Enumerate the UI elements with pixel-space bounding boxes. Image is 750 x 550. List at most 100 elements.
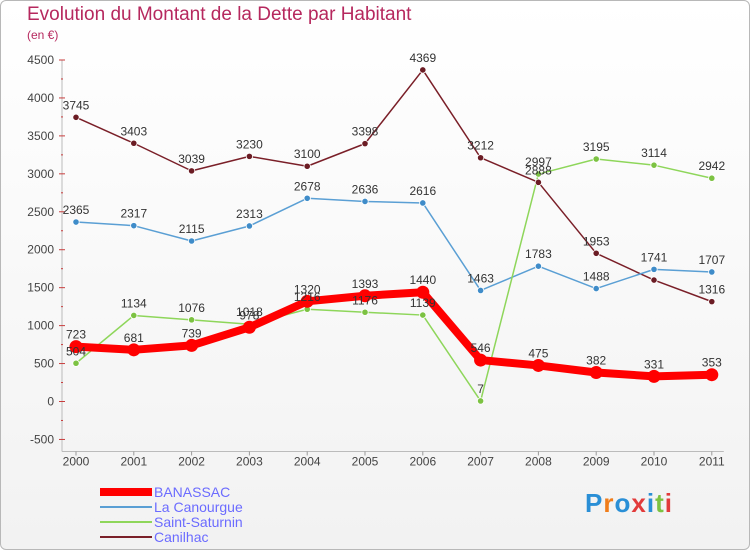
data-label: 1393 bbox=[352, 277, 379, 291]
data-point bbox=[705, 368, 719, 382]
data-point bbox=[476, 286, 485, 295]
legend-item: Saint-Saturnin bbox=[100, 514, 360, 530]
data-point bbox=[242, 320, 256, 334]
data-label: 3039 bbox=[178, 152, 205, 166]
data-point bbox=[245, 222, 253, 230]
y-tick-label: -500 bbox=[30, 432, 54, 446]
y-tick-label: 3500 bbox=[27, 129, 54, 143]
data-label: 4369 bbox=[409, 51, 436, 65]
data-point bbox=[72, 359, 80, 367]
data-label: 1134 bbox=[121, 296, 147, 310]
data-label: 3100 bbox=[294, 147, 321, 161]
data-label: 1741 bbox=[641, 250, 668, 264]
data-label: 1707 bbox=[698, 253, 725, 267]
data-label: 475 bbox=[528, 346, 548, 360]
y-tick-label: 500 bbox=[34, 357, 54, 371]
data-point bbox=[69, 340, 83, 354]
data-point bbox=[361, 197, 369, 206]
data-point bbox=[130, 139, 138, 147]
series-line bbox=[72, 288, 716, 381]
data-label: 2678 bbox=[294, 179, 321, 193]
series-line bbox=[75, 158, 713, 402]
data-point bbox=[303, 194, 311, 202]
legend-label: La Canourgue bbox=[154, 499, 243, 515]
data-point bbox=[708, 298, 716, 306]
data-label: 1176 bbox=[352, 293, 378, 307]
data-point bbox=[303, 162, 311, 170]
series-line bbox=[75, 69, 713, 303]
data-label: 2115 bbox=[179, 222, 205, 236]
data-point bbox=[72, 218, 80, 226]
data-label: 2888 bbox=[525, 163, 552, 177]
data-point bbox=[592, 284, 600, 293]
legend-swatch bbox=[100, 521, 152, 523]
data-label: 739 bbox=[182, 326, 202, 340]
data-point bbox=[188, 167, 196, 175]
data-label: 1216 bbox=[294, 290, 321, 304]
y-tick-label: 0 bbox=[47, 395, 54, 409]
legend: BANASSAC La Canourgue Saint-Saturnin Can… bbox=[100, 484, 360, 545]
x-tick-label: 2000 bbox=[63, 454, 90, 468]
data-label: 3114 bbox=[641, 146, 667, 160]
data-point bbox=[72, 113, 80, 121]
legend-swatch bbox=[100, 506, 152, 508]
x-tick-label: 2002 bbox=[178, 454, 205, 468]
proxiti-logo: Proxiti bbox=[585, 488, 673, 518]
x-tick-label: 2008 bbox=[525, 454, 552, 468]
data-label: 3745 bbox=[63, 98, 90, 112]
y-tick-label: 1000 bbox=[27, 319, 54, 333]
data-point bbox=[188, 237, 196, 245]
data-label: 681 bbox=[124, 331, 144, 345]
data-point bbox=[476, 397, 485, 405]
data-label: 723 bbox=[66, 328, 86, 342]
data-point bbox=[361, 140, 369, 148]
data-point bbox=[592, 155, 600, 163]
data-point bbox=[534, 262, 543, 270]
series-line bbox=[75, 197, 713, 292]
data-label: 7 bbox=[477, 382, 484, 396]
data-label: 978 bbox=[239, 308, 259, 322]
legend-label: Saint-Saturnin bbox=[154, 514, 243, 530]
data-point bbox=[589, 366, 603, 380]
x-tick-label: 2003 bbox=[236, 454, 263, 468]
y-tick-label: 4500 bbox=[27, 53, 54, 67]
data-label: 2616 bbox=[409, 184, 436, 198]
y-tick-label: 4000 bbox=[27, 91, 54, 105]
x-tick-label: 2001 bbox=[120, 454, 147, 468]
data-label: 546 bbox=[471, 341, 491, 355]
data-point bbox=[650, 161, 658, 169]
data-point bbox=[708, 174, 716, 182]
x-tick-label: 2009 bbox=[583, 454, 610, 468]
data-point bbox=[708, 268, 716, 276]
data-point bbox=[419, 199, 427, 207]
data-label: 1463 bbox=[467, 271, 494, 285]
data-label: 1320 bbox=[294, 282, 321, 296]
legend-swatch bbox=[100, 488, 152, 496]
data-label: 2365 bbox=[63, 203, 90, 217]
data-label: 3195 bbox=[583, 140, 610, 154]
x-tick-label: 2006 bbox=[409, 454, 436, 468]
legend-item: La Canourgue bbox=[100, 499, 360, 515]
data-label: 2313 bbox=[236, 207, 263, 221]
data-point bbox=[361, 308, 369, 316]
data-point bbox=[592, 249, 600, 257]
data-label: 504 bbox=[66, 344, 86, 358]
legend-label: BANASSAC bbox=[154, 484, 231, 500]
chart-subtitle: (en €) bbox=[27, 28, 59, 42]
data-label: 2636 bbox=[352, 182, 379, 196]
data-label: 2997 bbox=[525, 155, 552, 169]
data-label: 1783 bbox=[525, 247, 552, 261]
x-tick-label: 2004 bbox=[294, 454, 321, 468]
data-label: 2317 bbox=[120, 207, 147, 221]
chart-title: Evolution du Montant de la Dette par Hab… bbox=[27, 4, 412, 25]
data-point bbox=[358, 289, 372, 303]
x-tick-label: 2010 bbox=[641, 454, 668, 468]
legend-swatch bbox=[100, 536, 152, 538]
data-point bbox=[130, 222, 138, 230]
data-point bbox=[419, 66, 427, 74]
y-tick-label: 1500 bbox=[27, 281, 54, 295]
y-tick-label: 2000 bbox=[27, 243, 54, 257]
data-point bbox=[534, 170, 543, 178]
x-tick-label: 2007 bbox=[467, 454, 494, 468]
